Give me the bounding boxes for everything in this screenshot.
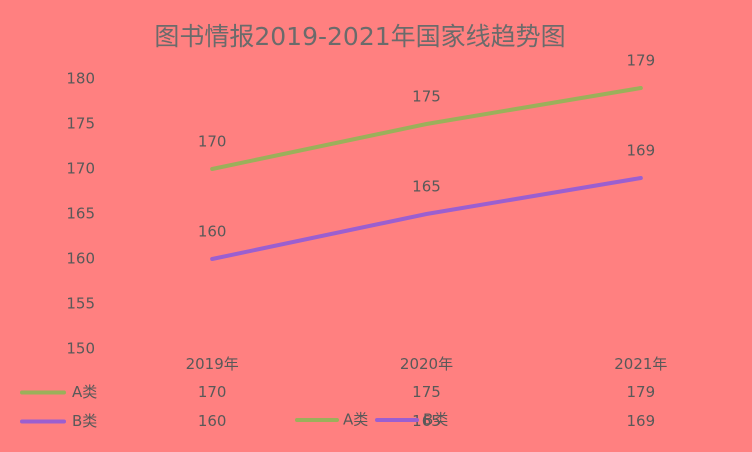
data-label: 170 xyxy=(198,133,227,151)
data-label: 169 xyxy=(627,142,656,160)
y-tick-label: 165 xyxy=(66,205,95,223)
data-label: 165 xyxy=(412,178,441,196)
y-tick-label: 180 xyxy=(66,70,95,88)
table-header: 2019年 xyxy=(186,355,239,373)
y-tick-label: 155 xyxy=(66,295,95,313)
legend-label: A类 xyxy=(343,411,368,429)
y-tick-label: 160 xyxy=(66,250,95,268)
series-line xyxy=(210,176,643,261)
y-tick-label: 150 xyxy=(66,340,95,358)
y-tick-label: 175 xyxy=(66,115,95,133)
table-row-label: A类 xyxy=(72,383,97,401)
table-header: 2021年 xyxy=(614,355,667,373)
table-cell: 165 xyxy=(412,412,441,430)
table-header: 2020年 xyxy=(400,355,453,373)
data-label: 179 xyxy=(627,52,656,70)
table-cell: 160 xyxy=(198,412,227,430)
chart-title: 图书情报2019-2021年国家线趋势图 xyxy=(154,22,565,51)
data-label: 160 xyxy=(198,223,227,241)
table-cell: 179 xyxy=(627,383,656,401)
table-cell: 175 xyxy=(412,383,441,401)
table-cell: 170 xyxy=(198,383,227,401)
table-cell: 169 xyxy=(627,412,656,430)
data-label: 175 xyxy=(412,88,441,106)
y-tick-label: 170 xyxy=(66,160,95,178)
legend-label: B类 xyxy=(423,411,448,429)
table-row-label: B类 xyxy=(72,412,97,430)
series-line xyxy=(210,86,643,171)
